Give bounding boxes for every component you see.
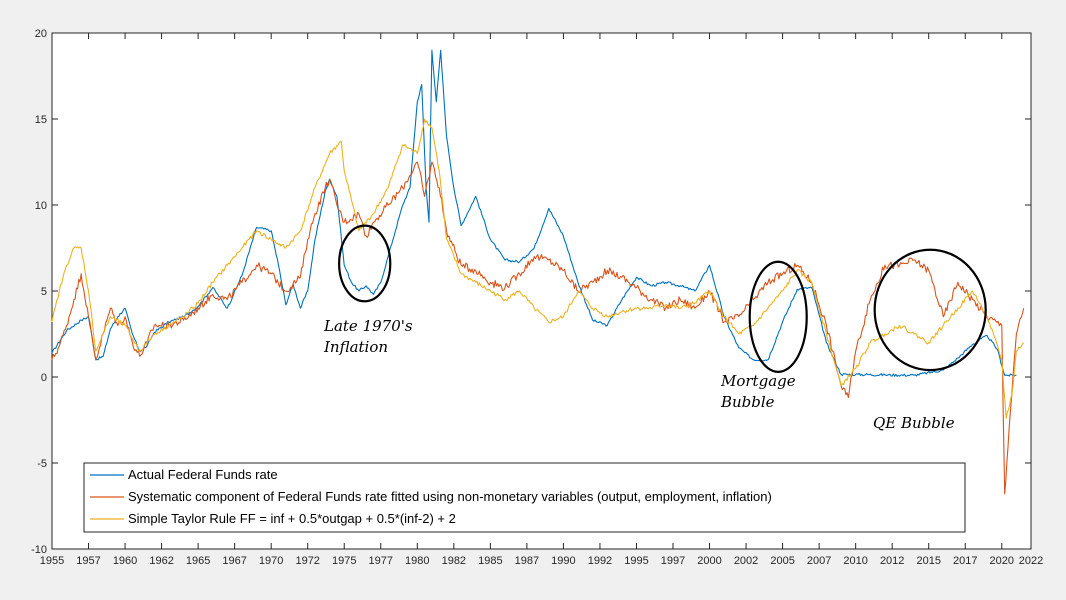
legend-box bbox=[83, 462, 966, 533]
y-axis: -10 -5 0 5 10 15 20 bbox=[31, 28, 1031, 556]
x-tick-label: 1987 bbox=[515, 555, 539, 567]
y-tick-label: 0 bbox=[41, 372, 47, 384]
legend-entry-actual: Actual Federal Funds rate bbox=[128, 467, 278, 482]
late-1970s-inflation-label: Late 1970's bbox=[323, 317, 413, 335]
x-tick-label: 2010 bbox=[843, 555, 867, 567]
x-tick-label: 1972 bbox=[295, 555, 319, 567]
x-tick-label: 1955 bbox=[40, 555, 64, 567]
mortgage-bubble-label: Mortgage bbox=[720, 372, 796, 390]
x-tick-label: 1982 bbox=[442, 555, 466, 567]
x-axis: 1955 1957 1960 1962 1965 1967 1970 1972 1975 1977… bbox=[40, 33, 1043, 567]
x-tick-label: 2000 bbox=[697, 555, 721, 567]
y-tick-label: -10 bbox=[31, 544, 47, 556]
qe-bubble-circle bbox=[873, 248, 987, 372]
y-tick-label: -5 bbox=[37, 458, 47, 470]
x-tick-label: 1977 bbox=[369, 555, 393, 567]
y-tick-label: 15 bbox=[35, 114, 47, 126]
series-systematic-component bbox=[51, 161, 1025, 495]
x-tick-label: 1990 bbox=[551, 555, 575, 567]
series-layer bbox=[51, 49, 1025, 495]
x-tick-label: 2015 bbox=[916, 555, 940, 567]
series-actual-fed-funds bbox=[51, 49, 1017, 377]
legend-entry-taylor: Simple Taylor Rule FF = inf + 0.5*outgap… bbox=[128, 511, 456, 526]
x-tick-label: 2020 bbox=[990, 555, 1014, 567]
series-taylor-rule bbox=[51, 118, 1025, 419]
x-tick-label: 2022 bbox=[1019, 555, 1043, 567]
x-tick-label: 2017 bbox=[953, 555, 977, 567]
legend-entry-systematic: Systematic component of Federal Funds ra… bbox=[128, 489, 772, 504]
x-tick-label: 1957 bbox=[76, 555, 100, 567]
qe-bubble-label: QE Bubble bbox=[873, 414, 955, 432]
mortgage-bubble-circle bbox=[748, 260, 808, 373]
y-tick-label: 10 bbox=[35, 200, 47, 212]
x-tick-label: 1995 bbox=[624, 555, 648, 567]
legend: Actual Federal Funds rate Systematic com… bbox=[83, 462, 966, 533]
x-tick-label: 1992 bbox=[588, 555, 612, 567]
x-tick-label: 1962 bbox=[149, 555, 173, 567]
y-tick-label: 5 bbox=[41, 286, 47, 298]
x-tick-label: 2005 bbox=[770, 555, 794, 567]
x-tick-label: 1985 bbox=[478, 555, 502, 567]
y-tick-label: 20 bbox=[35, 28, 47, 40]
x-tick-label: 1980 bbox=[405, 555, 429, 567]
x-tick-label: 2007 bbox=[807, 555, 831, 567]
late-1970s-inflation-label: Inflation bbox=[323, 338, 388, 356]
x-tick-label: 1960 bbox=[113, 555, 137, 567]
x-tick-label: 1975 bbox=[332, 555, 356, 567]
x-tick-label: 1965 bbox=[186, 555, 210, 567]
x-tick-label: 2012 bbox=[880, 555, 904, 567]
annotations: Late 1970's Inflation Mortgage Bubble QE Bub… bbox=[323, 224, 987, 432]
x-tick-label: 2002 bbox=[734, 555, 758, 567]
x-tick-label: 1970 bbox=[259, 555, 283, 567]
x-tick-label: 1997 bbox=[661, 555, 685, 567]
x-tick-label: 1967 bbox=[222, 555, 246, 567]
mortgage-bubble-label: Bubble bbox=[720, 393, 775, 411]
late-1970s-inflation-circle bbox=[338, 224, 392, 303]
